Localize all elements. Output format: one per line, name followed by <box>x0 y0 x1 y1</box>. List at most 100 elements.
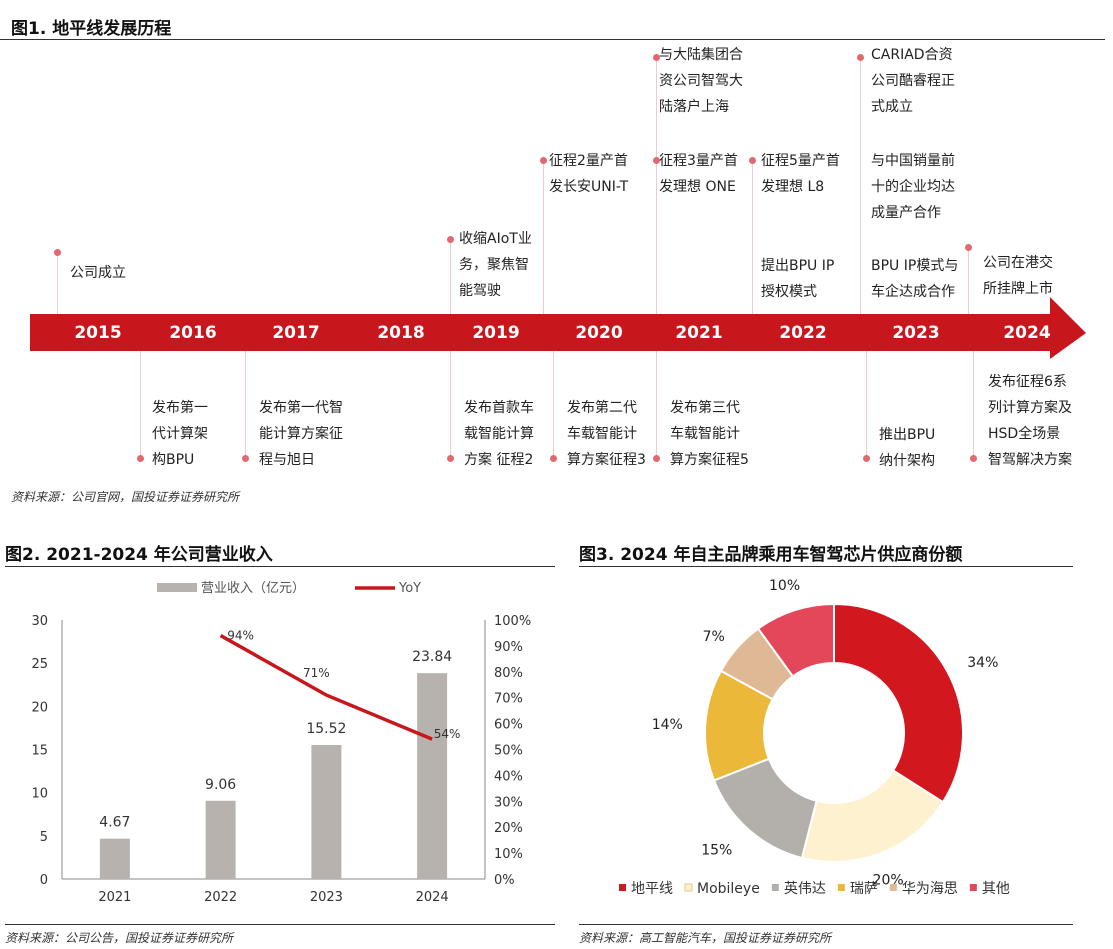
timeline-event-above: 征程5量产首 发理想 L8 <box>761 153 840 195</box>
y2-tick-label: 40% <box>494 769 523 784</box>
fig3-title: 图3. 2024 年自主品牌乘用车智驾芯片供应商份额 <box>579 545 963 565</box>
timeline-event-above: 征程3量产首 发理想 ONE <box>659 153 738 195</box>
bar-data-label: 15.52 <box>306 721 346 737</box>
timeline-marker <box>54 249 61 256</box>
timeline-connector <box>968 244 969 314</box>
timeline-event-above: 与中国销量前 十的企业均达 成量产合作 <box>871 153 955 221</box>
fig1-source: 资料来源：公司官网，国投证券证券研究所 <box>11 490 240 504</box>
pie-data-label: 34% <box>967 655 998 671</box>
timeline-arrow <box>30 297 1086 359</box>
pie-slice <box>800 769 945 863</box>
timeline-event-below: 发布第一 代计算架 构BPU <box>152 400 208 468</box>
timeline-event-below: 发布第三代 车载智能计 算方案征程5 <box>670 400 749 468</box>
pie-data-label: 10% <box>769 578 800 594</box>
x-tick-label: 2022 <box>204 890 237 905</box>
x-tick-label: 2024 <box>416 890 449 905</box>
timeline-connector <box>245 351 246 458</box>
timeline-year: 2015 <box>74 323 122 343</box>
pie-slice <box>756 602 835 678</box>
timeline-marker <box>540 157 547 164</box>
y-tick-label: 5 <box>40 830 48 845</box>
fig3-source: 资料来源：高工智能汽车，国投证券证券研究所 <box>579 931 832 945</box>
fig1-title-rule <box>0 39 1105 40</box>
pie-data-label: 15% <box>701 842 732 858</box>
timeline-marker <box>857 54 864 61</box>
legend-swatch-revenue <box>157 583 197 592</box>
y-tick-label: 15 <box>31 744 48 759</box>
yoy-data-label: 94% <box>227 629 254 643</box>
timeline-marker <box>653 54 660 61</box>
y2-tick-label: 30% <box>494 795 523 810</box>
fig2-source-rule <box>5 924 555 925</box>
legend-label: 华为海思 <box>902 881 958 897</box>
revenue-bar <box>311 745 342 879</box>
legend-label: 英伟达 <box>784 880 826 897</box>
fig2-title-rule <box>5 566 555 567</box>
timeline-connector <box>656 351 657 458</box>
timeline-connector <box>450 351 451 458</box>
timeline-marker <box>653 455 660 462</box>
y2-tick-label: 100% <box>494 614 531 629</box>
timeline-event-below: 发布首款车 载智能计算 方案 征程2 <box>464 400 534 468</box>
y2-tick-label: 0% <box>494 873 515 888</box>
y2-tick-label: 90% <box>494 640 523 655</box>
timeline-marker <box>447 455 454 462</box>
timeline-connector <box>973 351 974 458</box>
fig3-source-rule <box>579 924 1073 925</box>
timeline-event-above: 收缩AIoT业 务，聚焦智 能驾驶 <box>459 231 532 299</box>
fig2-source: 资料来源：公司公告，国投证券证券研究所 <box>5 931 234 945</box>
yoy-data-label: 71% <box>303 666 330 680</box>
timeline-event-above: CARIAD合资 公司酷睿程正 式成立 <box>871 47 955 115</box>
fig3-title-rule <box>579 566 1073 567</box>
legend-label: 瑞萨 <box>850 881 878 897</box>
y-tick-label: 20 <box>31 700 48 715</box>
y2-tick-label: 20% <box>494 821 523 836</box>
timeline-year: 2018 <box>377 323 425 343</box>
legend-swatch <box>837 884 845 891</box>
timeline-event-below: 推出BPU 纳什架构 <box>879 427 936 469</box>
timeline-connector <box>866 351 867 458</box>
pie-data-label: 7% <box>703 629 725 645</box>
y2-tick-label: 50% <box>494 744 523 759</box>
pie-data-label: 14% <box>652 717 683 733</box>
bar-data-label: 9.06 <box>205 777 236 793</box>
timeline-marker <box>970 455 977 462</box>
timeline-event-below: 发布第一代智 能计算方案征 程与旭日 <box>259 400 343 468</box>
yoy-data-label: 54% <box>434 727 461 741</box>
y-tick-label: 0 <box>40 873 48 888</box>
timeline-connector <box>656 157 657 314</box>
y2-tick-label: 10% <box>494 847 523 862</box>
legend-swatch <box>619 884 626 891</box>
fig2-title: 图2. 2021-2024 年公司营业收入 <box>5 545 273 565</box>
timeline-connector <box>450 236 451 314</box>
timeline-event-above: 公司成立 <box>70 265 126 281</box>
revenue-bar <box>417 673 448 879</box>
legend-swatch <box>889 884 897 891</box>
timeline-marker <box>863 455 870 462</box>
timeline-connector <box>752 157 753 314</box>
legend-label: Mobileye <box>697 881 760 897</box>
timeline-marker <box>749 157 756 164</box>
timeline-event-above: 与大陆集团合 资公司智驾大 陆落户上海 <box>659 47 743 115</box>
bar-data-label: 4.67 <box>99 815 130 831</box>
x-tick-label: 2023 <box>310 890 343 905</box>
timeline-year: 2024 <box>1003 323 1051 343</box>
legend-swatch <box>684 883 693 892</box>
fig1-title: 图1. 地平线发展历程 <box>11 19 172 39</box>
timeline-event-above: BPU IP模式与 车企达成合作 <box>871 258 959 300</box>
y-tick-label: 25 <box>31 657 48 672</box>
share-pie-chart: 34%20%15%14%7%10%地平线 Mobileye 英伟达 瑞萨 华为海思 其他 <box>619 578 1010 897</box>
y2-tick-label: 60% <box>494 718 523 733</box>
y-tick-label: 30 <box>31 614 48 629</box>
timeline-year: 2023 <box>892 323 940 343</box>
legend-label: 地平线 <box>631 881 673 897</box>
y2-tick-label: 80% <box>494 666 523 681</box>
timeline-connector <box>553 351 554 458</box>
yoy-line <box>219 634 433 741</box>
revenue-bar <box>205 800 236 879</box>
timeline-marker <box>653 157 660 164</box>
legend-label-yoy: YoY <box>398 581 421 596</box>
timeline-connector <box>860 54 861 314</box>
timeline-connector <box>543 157 544 314</box>
revenue-bar <box>99 838 130 879</box>
